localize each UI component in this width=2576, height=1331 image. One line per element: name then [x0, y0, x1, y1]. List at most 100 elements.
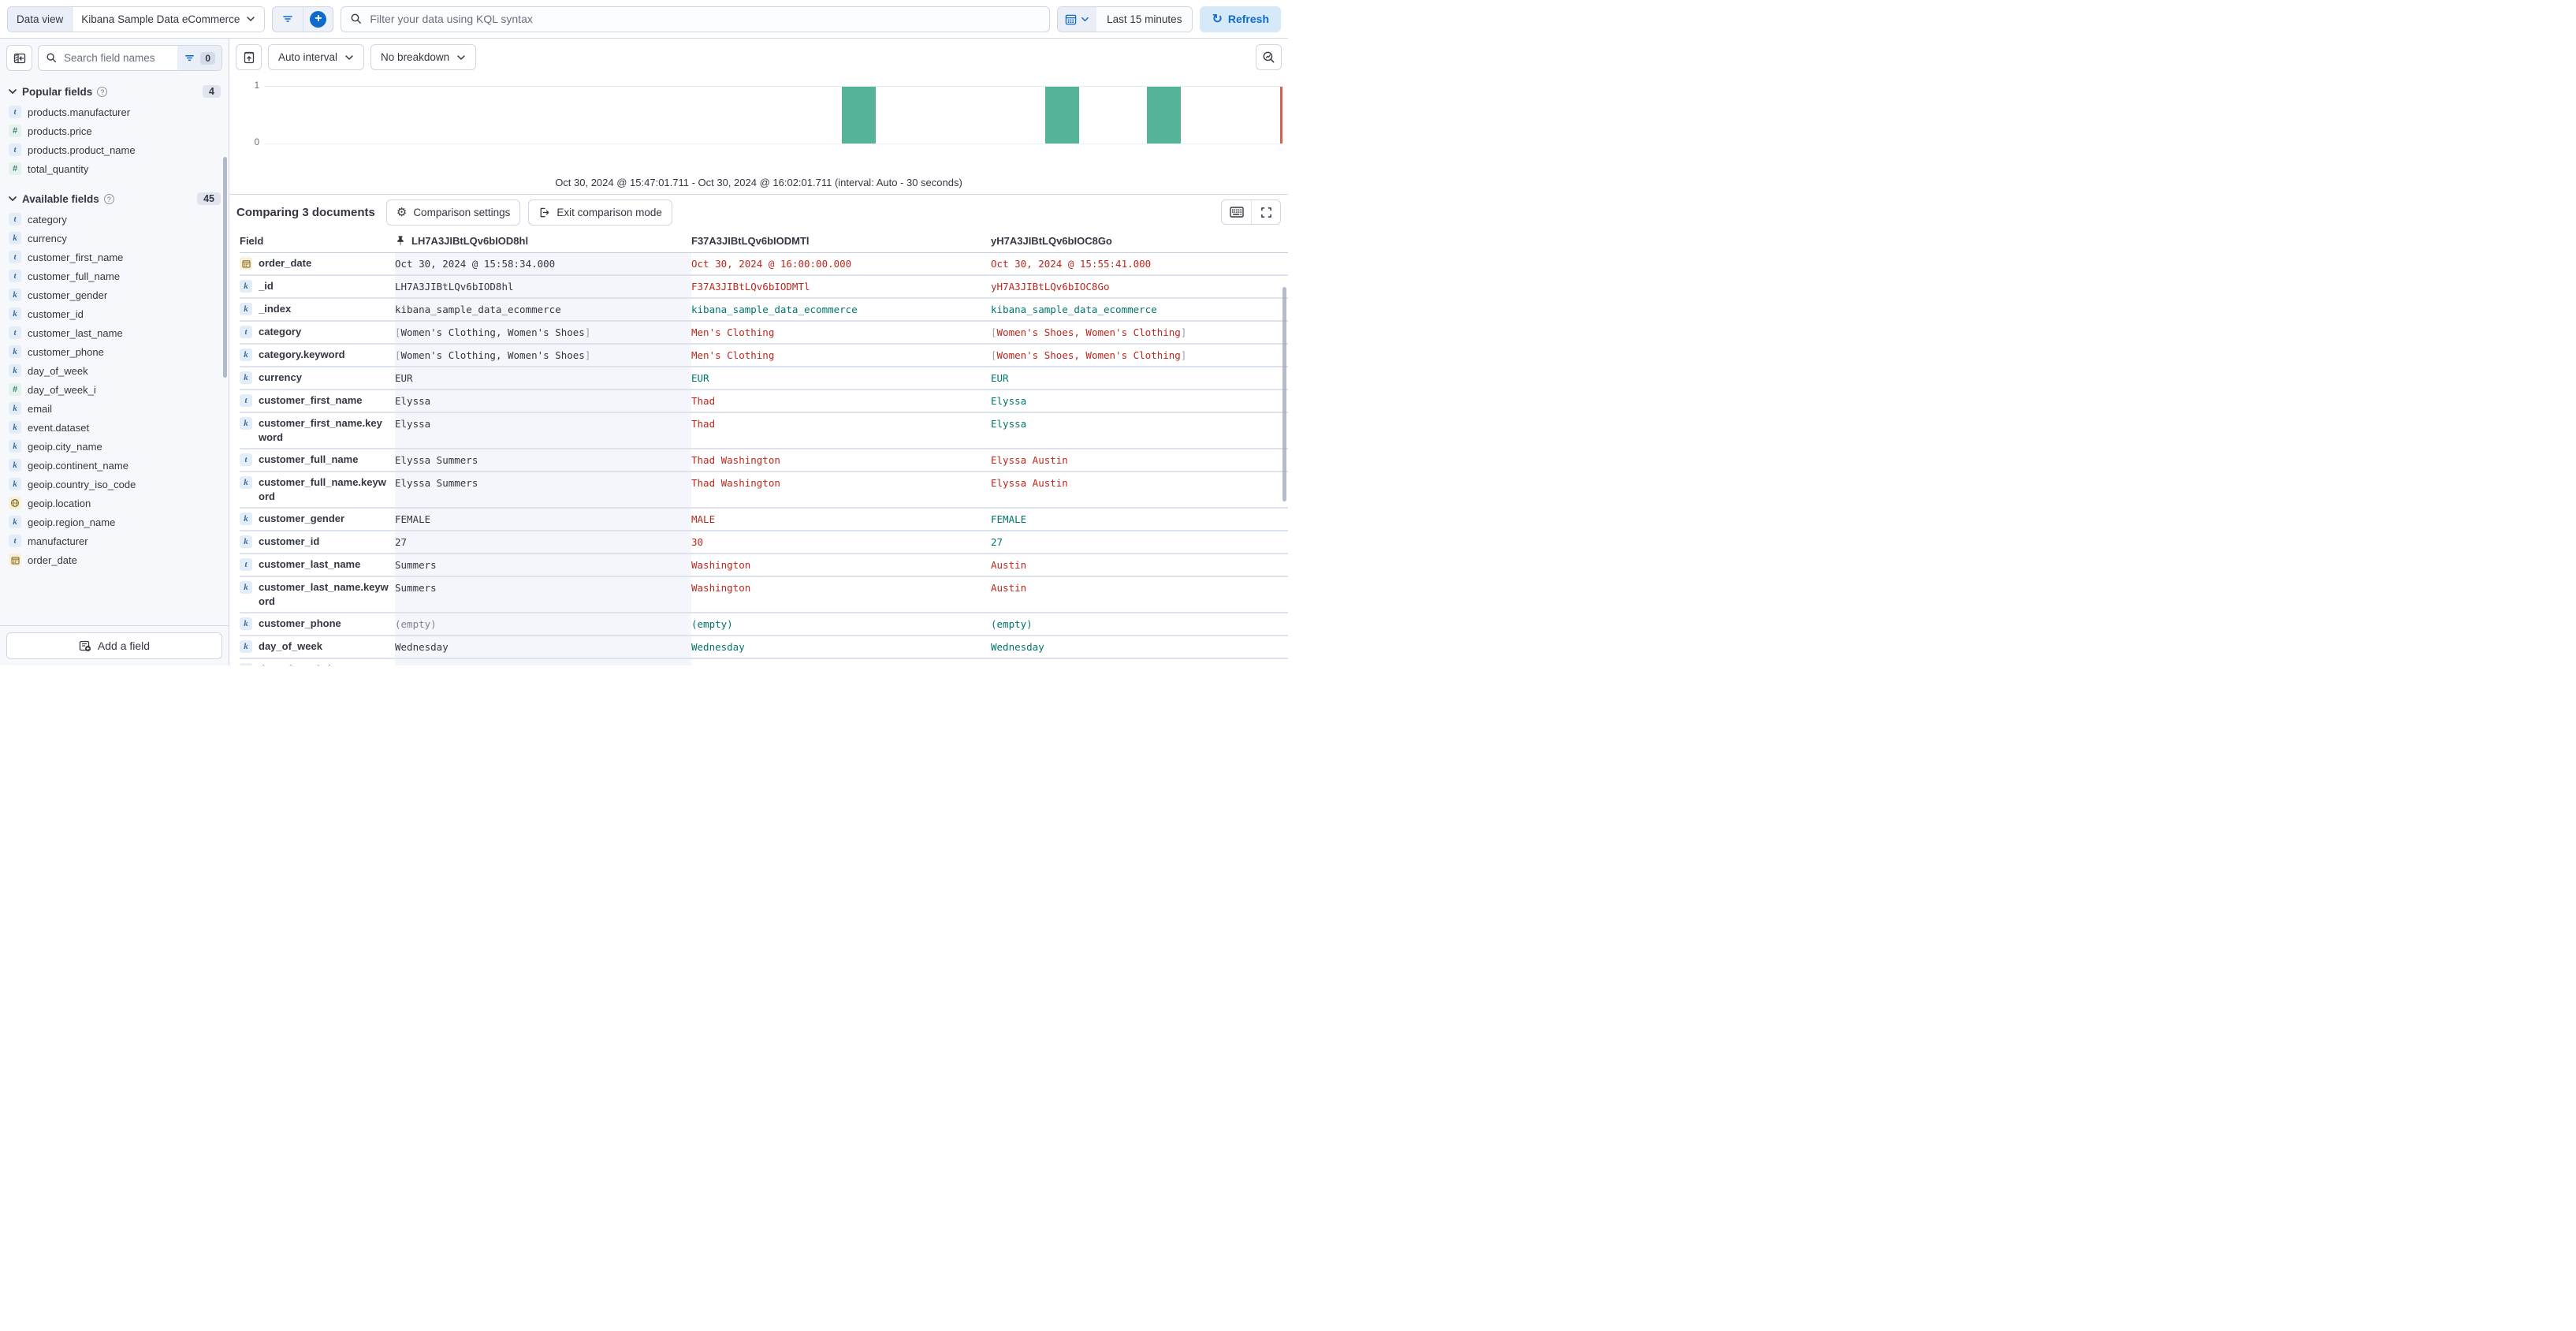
exit-comparison-button[interactable]: Exit comparison mode [528, 199, 672, 226]
field-item-customer_gender[interactable]: k customer_gender [8, 285, 221, 304]
edit-visualization-button[interactable] [1256, 44, 1282, 70]
field-item-geoip.region_name[interactable]: k geoip.region_name [8, 513, 221, 531]
field-name-cell[interactable]: k category.keyword [240, 345, 395, 366]
gear-icon: ⚙ [396, 204, 408, 219]
field-item-customer_first_name[interactable]: t customer_first_name [8, 248, 221, 267]
field-item-day_of_week_i[interactable]: # day_of_week_i [8, 380, 221, 399]
field-item-geoip.location[interactable]: geoip.location [8, 494, 221, 513]
field-name-cell[interactable]: k customer_first_name.keyword [240, 413, 395, 448]
field-item-total_quantity[interactable]: # total_quantity [8, 159, 221, 178]
field-item-customer_phone[interactable]: k customer_phone [8, 342, 221, 361]
field-search-input[interactable] [62, 52, 178, 64]
histogram-plot-area[interactable] [265, 86, 1282, 144]
field-name-cell[interactable]: k _index [240, 299, 395, 320]
field-name-label: customer_first_name [28, 251, 124, 263]
table-row-day_of_week_i: #day_of_week_i222 [240, 659, 1288, 666]
breakdown-select[interactable]: No breakdown [370, 44, 477, 70]
kql-search-bar[interactable] [341, 6, 1051, 32]
comparison-settings-button[interactable]: ⚙ Comparison settings [385, 199, 521, 226]
doc-value-cell: Men's Clothing [691, 349, 775, 361]
time-range-value[interactable]: Last 15 minutes [1096, 6, 1193, 32]
time-range-picker[interactable]: Last 15 minutes [1057, 6, 1193, 32]
field-filter-icon[interactable] [184, 52, 195, 64]
field-item-products.product_name[interactable]: t products.product_name [8, 140, 221, 159]
field-item-category[interactable]: t category [8, 210, 221, 229]
histogram-bar[interactable] [1044, 87, 1079, 144]
keyword-field-icon: k [9, 232, 21, 244]
field-item-order_date[interactable]: order_date [8, 550, 221, 569]
field-name-cell[interactable]: t customer_full_name [240, 449, 395, 471]
text-field-icon: t [9, 251, 21, 263]
collapse-sidebar-button[interactable] [6, 45, 32, 71]
doc-value-cell: (empty) [395, 613, 691, 635]
field-name-label: day_of_week [28, 364, 88, 377]
doc-value-cell: Men's Clothing [691, 326, 775, 338]
data-view-picker[interactable]: Data view Kibana Sample Data eCommerce [7, 6, 266, 32]
field-item-currency[interactable]: k currency [8, 229, 221, 248]
field-item-day_of_week[interactable]: k day_of_week [8, 361, 221, 380]
field-name-cell[interactable]: k day_of_week [240, 636, 395, 658]
interval-select[interactable]: Auto interval [268, 44, 365, 70]
field-item-customer_last_name[interactable]: t customer_last_name [8, 323, 221, 342]
keyword-field-icon: k [9, 289, 21, 301]
field-item-customer_full_name[interactable]: t customer_full_name [8, 267, 221, 285]
field-name-cell[interactable]: k customer_phone [240, 613, 395, 635]
refresh-button[interactable]: ↻ Refresh [1200, 6, 1281, 32]
doc-value-cell: Austin [991, 582, 1027, 594]
field-item-event.dataset[interactable]: k event.dataset [8, 418, 221, 437]
add-filter-button[interactable]: + [303, 6, 333, 32]
doc-column-header-1[interactable]: LH7A3JIBtLQv6bIOD8hl [395, 229, 691, 252]
field-name-cell[interactable]: order_date [240, 253, 395, 274]
available-fields-header[interactable]: Available fields ? 45 [8, 192, 221, 205]
table-scrollbar[interactable] [1282, 287, 1286, 501]
field-name-cell[interactable]: t customer_last_name [240, 554, 395, 576]
field-name-cell[interactable]: k currency [240, 367, 395, 389]
sidebar-scrollbar[interactable] [223, 157, 227, 378]
field-name-cell[interactable]: k _id [240, 276, 395, 297]
field-name-cell[interactable]: t category [240, 322, 395, 343]
field-search-box[interactable]: 0 [38, 45, 222, 71]
popular-fields-header[interactable]: Popular fields ? 4 [8, 85, 221, 98]
field-item-geoip.continent_name[interactable]: k geoip.continent_name [8, 456, 221, 475]
field-name-cell[interactable]: #day_of_week_i [240, 659, 395, 666]
field-name-cell[interactable]: k customer_gender [240, 509, 395, 530]
field-item-geoip.country_iso_code[interactable]: k geoip.country_iso_code [8, 475, 221, 494]
doc-column-header-2[interactable]: F37A3JIBtLQv6bIODMTl [691, 235, 810, 247]
field-name-label: day_of_week_i [28, 383, 96, 396]
filter-button[interactable] [273, 7, 303, 32]
keyword-field-icon: k [9, 364, 21, 377]
number-field-icon: # [9, 383, 21, 396]
histogram-bar[interactable] [1146, 87, 1181, 144]
doc-column-header-3[interactable]: yH7A3JIBtLQv6bIOC8Go [991, 235, 1112, 247]
doc-value-cell: EUR [691, 372, 709, 384]
field-item-products.manufacturer[interactable]: t products.manufacturer [8, 103, 221, 121]
field-item-products.price[interactable]: # products.price [8, 121, 221, 140]
number-field-icon: # [9, 162, 21, 175]
chart-time-range-caption: Oct 30, 2024 @ 15:47:01.711 - Oct 30, 20… [555, 177, 962, 188]
date-picker-button[interactable] [1058, 6, 1097, 32]
doc-value-cell: (empty) [991, 618, 1033, 630]
add-field-button[interactable]: Add a field [6, 632, 222, 659]
kql-input[interactable] [370, 13, 1041, 25]
chevron-down-icon [345, 54, 353, 60]
field-name-cell[interactable]: k customer_last_name.keyword [240, 577, 395, 612]
doc-value-cell: EUR [395, 367, 691, 389]
keyboard-shortcuts-button[interactable] [1222, 200, 1251, 224]
doc-value-cell: Austin [991, 559, 1027, 571]
fullscreen-button[interactable] [1251, 200, 1280, 224]
field-name-label: manufacturer [28, 535, 88, 547]
field-name-cell[interactable]: t customer_first_name [240, 390, 395, 412]
table-row-currency: k currency EUR EUR EUR [240, 367, 1288, 390]
field-item-manufacturer[interactable]: t manufacturer [8, 531, 221, 550]
field-item-geoip.city_name[interactable]: k geoip.city_name [8, 437, 221, 456]
table-row-customer_phone: k customer_phone (empty) (empty) (empty) [240, 613, 1288, 636]
field-name-cell[interactable]: k customer_id [240, 531, 395, 553]
doc-value-cell: Elyssa [991, 418, 1027, 430]
doc-value-cell: Elyssa Summers [395, 449, 691, 471]
field-item-email[interactable]: k email [8, 399, 221, 418]
field-name-cell[interactable]: k customer_full_name.keyword [240, 472, 395, 507]
hide-chart-button[interactable] [236, 44, 262, 70]
histogram-bar[interactable] [841, 87, 876, 144]
popular-fields-count: 4 [203, 85, 221, 98]
field-item-customer_id[interactable]: k customer_id [8, 304, 221, 323]
